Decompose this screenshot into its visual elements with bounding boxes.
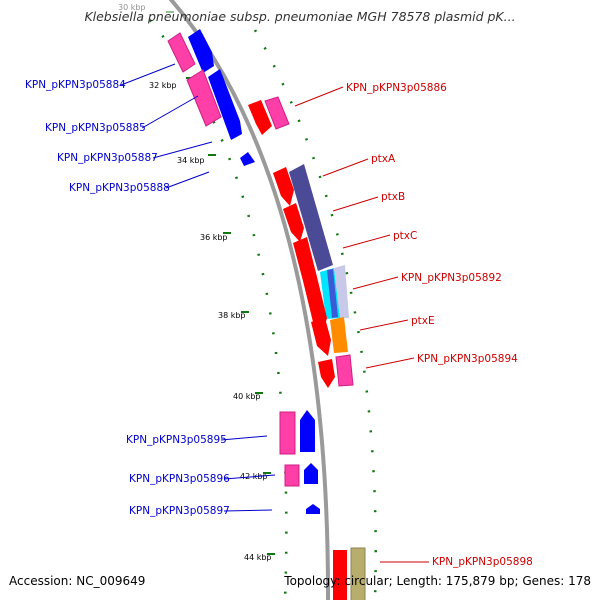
tick-label: 44 kbp bbox=[244, 553, 272, 562]
leader-line bbox=[294, 86, 344, 107]
label-kpn-05897[interactable]: KPN_pKPN3p05897 bbox=[129, 505, 230, 517]
tick-label: 40 kbp bbox=[233, 392, 261, 401]
forward-cds-05884 bbox=[188, 29, 214, 73]
tick-label: 36 kbp bbox=[200, 233, 228, 242]
pink-feature-05886 bbox=[264, 96, 290, 130]
label-kpn-05886[interactable]: KPN_pKPN3p05886 bbox=[346, 82, 447, 94]
map-title: Klebsiella pneumoniae subsp. pneumoniae … bbox=[84, 9, 516, 24]
left-labels: KPN_pKPN3p05884 KPN_pKPN3p05885 KPN_pKPN… bbox=[25, 79, 230, 517]
reverse-cds-05898 bbox=[333, 550, 347, 600]
label-leader-lines bbox=[120, 63, 429, 563]
label-kpn-05888[interactable]: KPN_pKPN3p05888 bbox=[69, 182, 170, 194]
leader-line bbox=[332, 196, 379, 212]
label-kpn-05895[interactable]: KPN_pKPN3p05895 bbox=[126, 434, 227, 446]
pink-feature-05896 bbox=[284, 464, 300, 487]
tick-label: 34 kbp bbox=[177, 156, 205, 165]
label-kpn-05896[interactable]: KPN_pKPN3p05896 bbox=[129, 473, 230, 485]
leader-line bbox=[120, 63, 176, 86]
pink-feature-05884 bbox=[167, 32, 196, 73]
label-ptxa[interactable]: ptxA bbox=[371, 153, 396, 165]
label-kpn-05885[interactable]: KPN_pKPN3p05885 bbox=[45, 122, 146, 134]
leader-line bbox=[223, 509, 273, 512]
reverse-cds-05894 bbox=[318, 359, 335, 388]
feature-kpn-05884 bbox=[167, 29, 214, 73]
leader-line bbox=[220, 435, 268, 441]
reverse-cds-05886 bbox=[248, 100, 272, 135]
leader-line bbox=[342, 234, 391, 249]
forward-cds-05897 bbox=[306, 504, 320, 514]
pink-feature-05885 bbox=[186, 69, 222, 127]
reverse-cds-ptxb bbox=[283, 203, 304, 242]
reverse-cds-ptxc bbox=[293, 237, 317, 290]
leader-line bbox=[359, 319, 409, 331]
topology-text: Topology: circular; Length: 175,879 bp; … bbox=[284, 574, 591, 588]
forward-cds-05896 bbox=[304, 463, 318, 484]
tick-label: 30 kbp bbox=[118, 3, 146, 12]
leader-line bbox=[165, 171, 210, 189]
reverse-cds-05892 bbox=[303, 277, 327, 332]
reverse-cds-ptxe bbox=[311, 318, 331, 356]
label-kpn-05894[interactable]: KPN_pKPN3p05894 bbox=[417, 353, 518, 365]
leader-line bbox=[141, 95, 199, 129]
grey-feature bbox=[334, 265, 349, 318]
cyan-feature-shade bbox=[327, 269, 338, 318]
leader-line bbox=[223, 474, 276, 480]
pink-feature-05894 bbox=[335, 354, 354, 387]
label-kpn-05898[interactable]: KPN_pKPN3p05898 bbox=[432, 556, 533, 568]
leader-line bbox=[322, 158, 369, 177]
tick-label: 38 kbp bbox=[218, 311, 246, 320]
label-ptxe[interactable]: ptxE bbox=[411, 315, 435, 327]
right-labels: KPN_pKPN3p05886 ptxA ptxB ptxC KPN_pKPN3… bbox=[346, 82, 533, 568]
tan-feature-05898 bbox=[350, 547, 366, 600]
leader-line bbox=[152, 141, 213, 159]
ptx-cluster-band bbox=[289, 164, 333, 271]
label-kpn-05892[interactable]: KPN_pKPN3p05892 bbox=[401, 272, 502, 284]
forward-cds-05885 bbox=[208, 69, 242, 140]
pink-feature-05895 bbox=[279, 411, 296, 455]
tick-label: 32 kbp bbox=[149, 81, 177, 90]
label-kpn-05887[interactable]: KPN_pKPN3p05887 bbox=[57, 152, 158, 164]
gc-track-inner bbox=[149, 19, 288, 600]
label-ptxb[interactable]: ptxB bbox=[381, 191, 405, 203]
leader-line bbox=[365, 357, 415, 369]
forward-cds-05895 bbox=[300, 410, 315, 452]
label-kpn-05884[interactable]: KPN_pKPN3p05884 bbox=[25, 79, 126, 91]
forward-cds-05887 bbox=[240, 152, 255, 166]
label-ptxc[interactable]: ptxC bbox=[393, 230, 417, 242]
accession-text: Accession: NC_009649 bbox=[9, 574, 146, 588]
feature-kpn-05885 bbox=[186, 69, 242, 140]
leader-line bbox=[352, 276, 399, 290]
orange-feature bbox=[330, 317, 348, 353]
reverse-cds-ptxa bbox=[273, 167, 294, 206]
